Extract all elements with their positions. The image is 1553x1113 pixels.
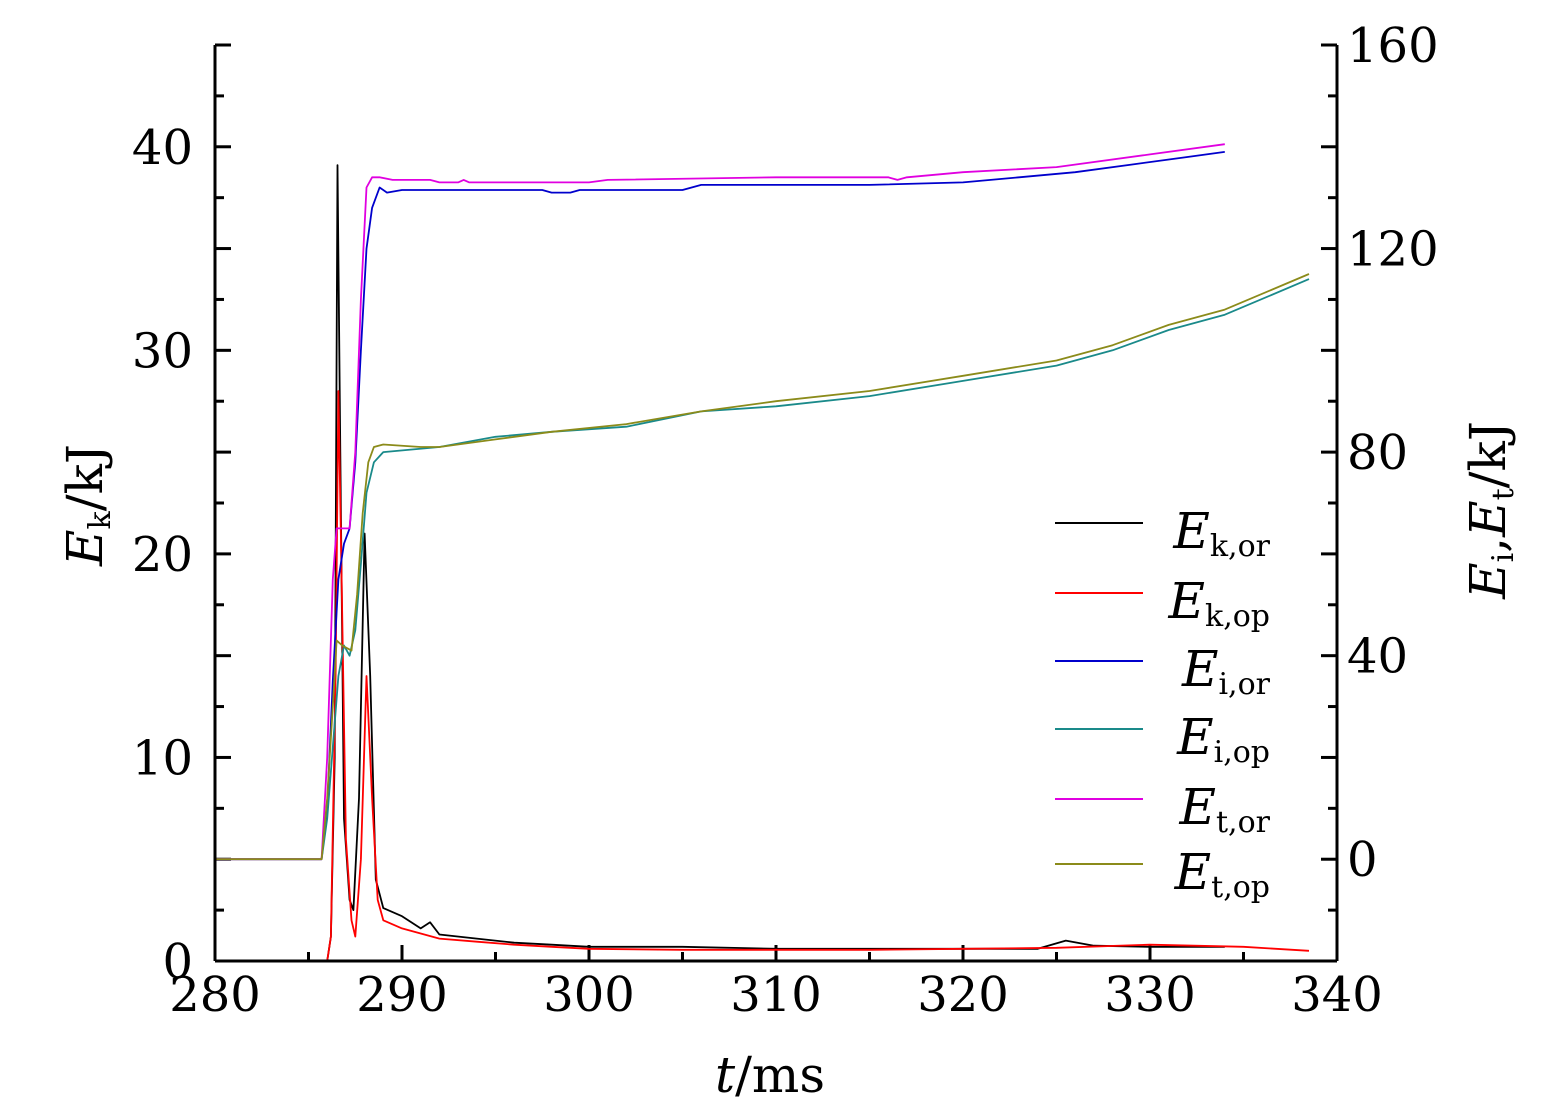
series-line-i-or — [215, 151, 1225, 861]
y-left-axis-title: Ek/kJ — [56, 444, 118, 567]
x-tick-label: 300 — [543, 967, 635, 1023]
y-left-tick-label: 40 — [132, 120, 193, 176]
x-tick-label: 280 — [169, 967, 261, 1023]
y-right-tick-label: 40 — [1347, 629, 1408, 685]
series-line-i-op — [215, 278, 1310, 861]
y-right-tick-label: 80 — [1347, 425, 1408, 481]
legend-label-sub: i,or — [1218, 667, 1270, 702]
y-right-tick-label: 0 — [1347, 832, 1378, 888]
x-tick-label: 320 — [917, 967, 1009, 1023]
legend-label-sub: k,or — [1210, 529, 1271, 564]
legend-label: Ei,or — [1181, 640, 1271, 702]
y-left-tick-label: 30 — [132, 323, 193, 379]
legend-label-var: E — [1181, 640, 1219, 698]
legend-label: Ei,op — [1176, 708, 1270, 770]
legend-label: Et,or — [1179, 778, 1271, 840]
series-line-t-op — [215, 273, 1310, 861]
legend-label-var: E — [1179, 778, 1217, 836]
legend-label-var: E — [1174, 843, 1212, 901]
series-line-k-or — [215, 164, 1225, 962]
x-tick-label: 310 — [730, 967, 822, 1023]
series-line-t-or — [215, 143, 1225, 861]
legend-label-var: E — [1172, 502, 1210, 560]
series-layer — [215, 143, 1310, 962]
legend-label: Et,op — [1174, 843, 1270, 905]
legend-label-var: E — [1168, 572, 1206, 630]
legend-label-sub: k,op — [1205, 599, 1270, 634]
x-tick-label: 340 — [1291, 967, 1383, 1023]
legend-label-sub: t,or — [1216, 805, 1271, 840]
legend-label: Ek,op — [1168, 572, 1270, 634]
legend-label-sub: i,op — [1214, 735, 1270, 770]
x-tick-label: 290 — [356, 967, 448, 1023]
x-tick-label: 330 — [1104, 967, 1196, 1023]
y-right-axis-title: Ei,Et/kJ — [1459, 421, 1521, 600]
ticks-layer: 280 290 300 310 320 330 340 0 10 20 30 40 0 40 80 120 16… — [132, 18, 1439, 1023]
y-left-tick-label: 0 — [162, 934, 193, 990]
x-axis-title: t/ms — [715, 1046, 825, 1104]
y-right-tick-label: 160 — [1347, 18, 1439, 74]
y-left-tick-label: 10 — [132, 730, 193, 786]
y-right-tick-label: 120 — [1347, 222, 1439, 278]
legend-label-sub: t,op — [1211, 870, 1270, 905]
legend-label-var: E — [1176, 708, 1214, 766]
series-line-k-op — [215, 390, 1310, 962]
legend-label: Ek,or — [1172, 502, 1270, 564]
y-left-tick-label: 20 — [132, 527, 193, 583]
